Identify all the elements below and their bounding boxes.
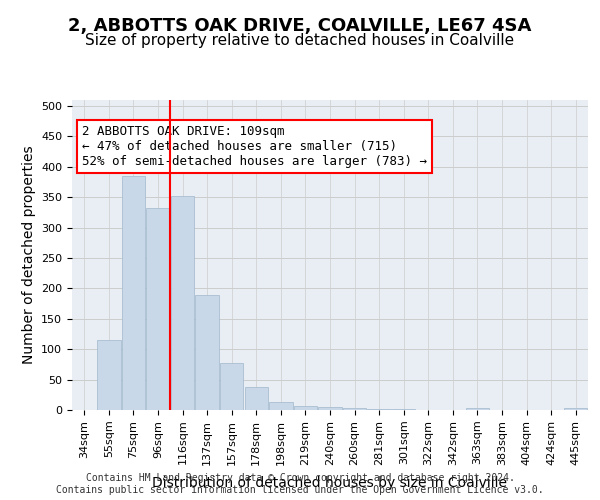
Bar	[122, 176, 145, 410]
Bar	[564, 408, 587, 410]
Bar	[146, 208, 170, 410]
Text: 2 ABBOTTS OAK DRIVE: 109sqm
← 47% of detached houses are smaller (715)
52% of se: 2 ABBOTTS OAK DRIVE: 109sqm ← 47% of det…	[82, 125, 427, 168]
Bar	[466, 408, 489, 410]
Bar	[97, 340, 121, 410]
Bar	[367, 409, 391, 410]
Bar	[343, 408, 366, 410]
Text: 2, ABBOTTS OAK DRIVE, COALVILLE, LE67 4SA: 2, ABBOTTS OAK DRIVE, COALVILLE, LE67 4S…	[68, 18, 532, 36]
Bar	[319, 407, 341, 410]
Bar	[196, 294, 219, 410]
Bar	[294, 406, 317, 410]
Bar	[220, 363, 244, 410]
Bar	[269, 402, 293, 410]
Text: Size of property relative to detached houses in Coalville: Size of property relative to detached ho…	[85, 32, 515, 48]
Bar	[245, 387, 268, 410]
Y-axis label: Number of detached properties: Number of detached properties	[22, 146, 35, 364]
Text: Contains HM Land Registry data © Crown copyright and database right 2024.
Contai: Contains HM Land Registry data © Crown c…	[56, 474, 544, 495]
Bar	[171, 196, 194, 410]
X-axis label: Distribution of detached houses by size in Coalville: Distribution of detached houses by size …	[152, 476, 508, 490]
